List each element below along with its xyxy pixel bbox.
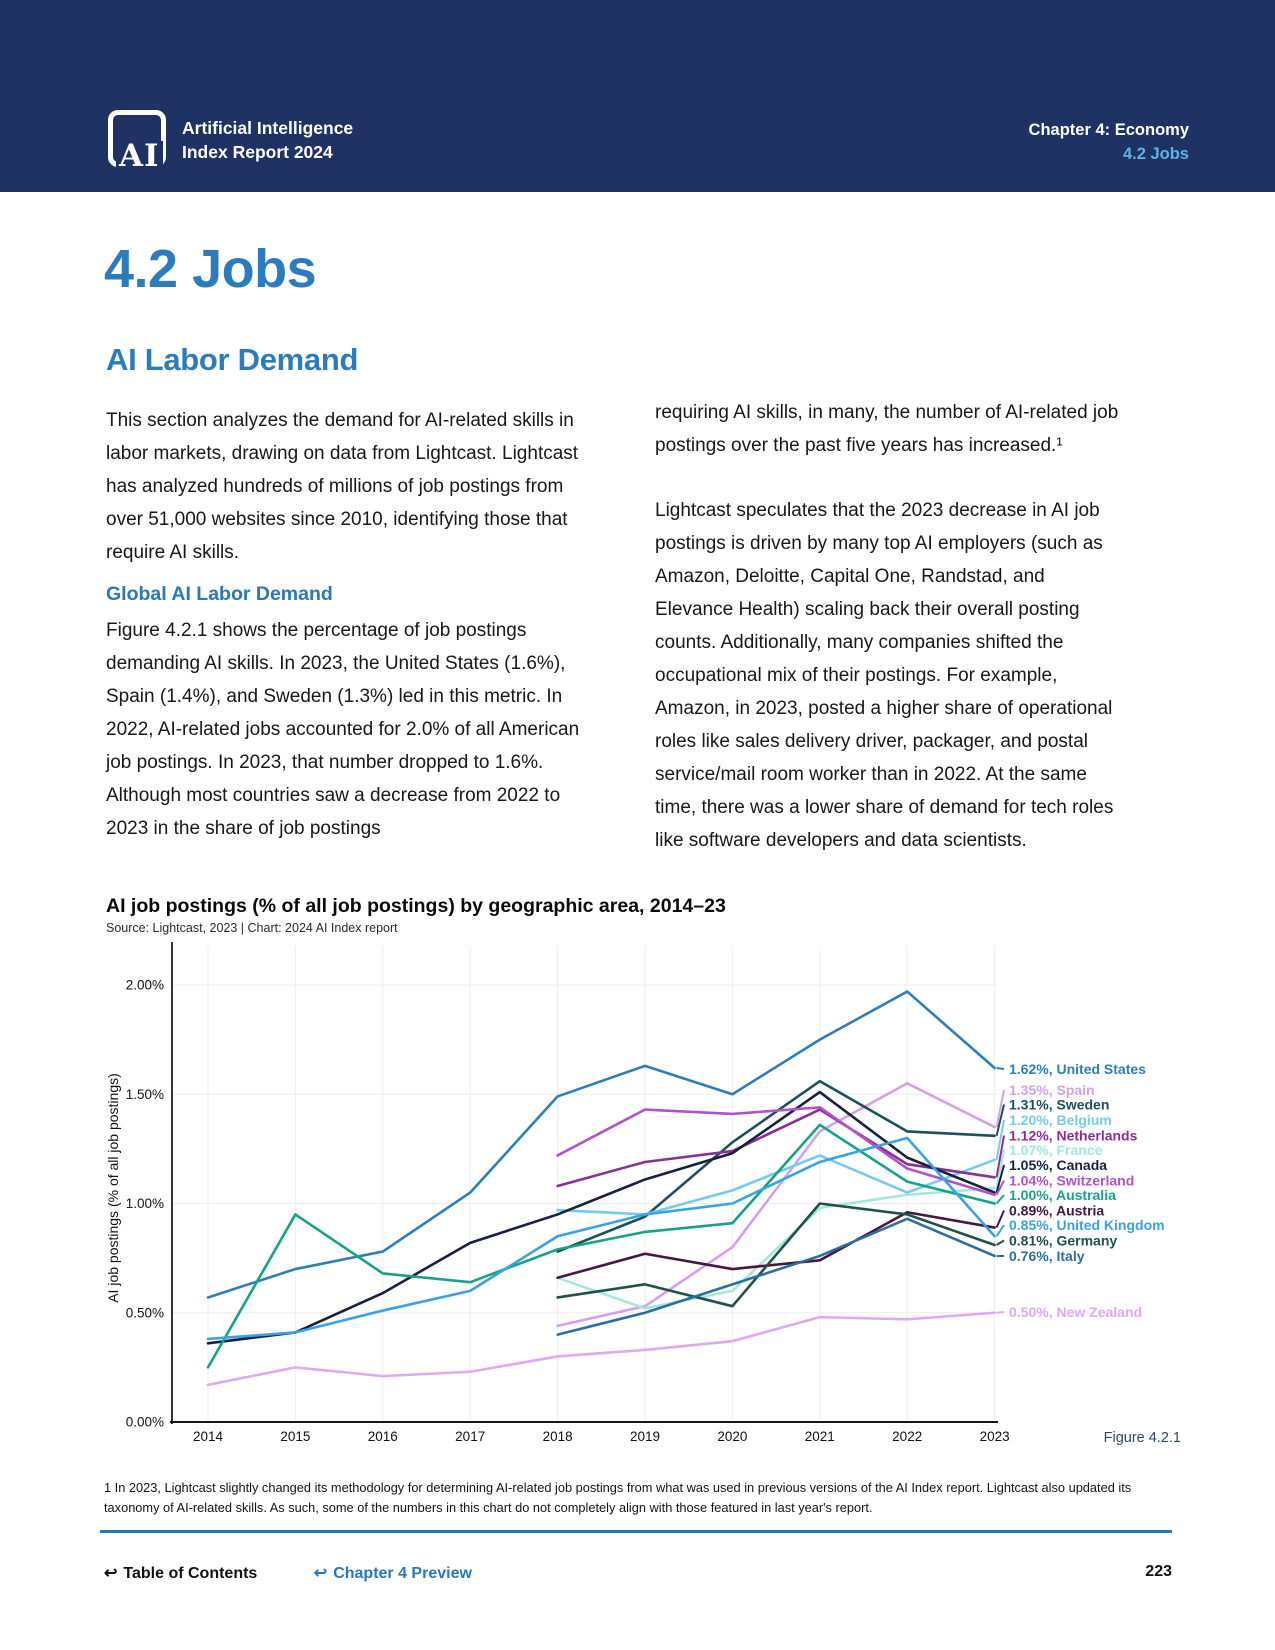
svg-text:1.00%: 1.00%: [126, 1196, 164, 1211]
svg-text:0.50%: 0.50%: [126, 1305, 164, 1320]
svg-text:2019: 2019: [630, 1429, 660, 1444]
body-paragraph: Lightcast speculates that the 2023 decre…: [655, 500, 1114, 851]
svg-text:2022: 2022: [892, 1429, 922, 1444]
section-label: 4.2 Jobs: [1122, 145, 1189, 163]
svg-text:2017: 2017: [455, 1429, 485, 1444]
svg-text:0.76%, Italy: 0.76%, Italy: [1009, 1248, 1085, 1264]
header-chapter-info: Chapter 4: Economy 4.2 Jobs: [1029, 118, 1189, 166]
svg-text:2016: 2016: [368, 1429, 398, 1444]
page-number: 223: [1145, 1563, 1172, 1580]
body-paragraph: requiring AI skills, in many, the number…: [655, 402, 1119, 456]
svg-text:2023: 2023: [980, 1429, 1010, 1444]
chapter-preview-link[interactable]: ↩ Chapter 4 Preview: [314, 1565, 472, 1582]
svg-text:1.00%, Australia: 1.00%, Australia: [1009, 1187, 1116, 1203]
svg-text:2018: 2018: [543, 1429, 573, 1444]
svg-text:2.00%: 2.00%: [126, 978, 164, 993]
svg-text:0.89%, Austria: 0.89%, Austria: [1009, 1202, 1104, 1218]
return-arrow-icon: ↩: [104, 1565, 118, 1582]
table-of-contents-link[interactable]: ↩ Table of Contents: [104, 1565, 257, 1582]
svg-text:1.35%, Spain: 1.35%, Spain: [1009, 1082, 1095, 1098]
svg-text:0.81%, Germany: 0.81%, Germany: [1009, 1232, 1117, 1248]
body-paragraph: Figure 4.2.1 shows the percentage of job…: [106, 620, 580, 839]
ai-index-logo: AI: [108, 110, 166, 172]
return-arrow-icon: ↩: [313, 1565, 328, 1582]
svg-text:2015: 2015: [280, 1429, 310, 1444]
figure-caption: Figure 4.2.1: [1103, 1430, 1181, 1446]
brand-line-1: Artificial Intelligence: [182, 118, 354, 138]
page-title: 4.2 Jobs: [104, 239, 317, 299]
svg-text:1.12%, Netherlands: 1.12%, Netherlands: [1009, 1127, 1138, 1143]
section-heading: AI Labor Demand: [106, 342, 359, 377]
ai-job-postings-line-chart: 0.00% 0.50% 1.00% 1.50% 2.00% 2014 2015 2016 201…: [105, 942, 1165, 1444]
chart-source: Source: Lightcast, 2023 | Chart: 2024 AI…: [106, 921, 398, 935]
sub-heading: Global AI Labor Demand: [106, 583, 333, 605]
svg-text:1.05%, Canada: 1.05%, Canada: [1009, 1157, 1107, 1173]
svg-text:0.50%, New Zealand: 0.50%, New Zealand: [1009, 1304, 1142, 1320]
body-paragraph: This section analyzes the demand for AI-…: [106, 410, 579, 563]
svg-text:1.50%: 1.50%: [126, 1087, 164, 1102]
left-column: AI Labor Demand This section analyzes th…: [106, 342, 580, 845]
chart-title: AI job postings (% of all job postings) …: [106, 895, 726, 917]
svg-text:1.04%, Switzerland: 1.04%, Switzerland: [1009, 1172, 1134, 1188]
ai-logo-letters: AI: [116, 141, 163, 172]
svg-text:1.07%, France: 1.07%, France: [1009, 1142, 1103, 1158]
chapter-preview-label: Chapter 4 Preview: [333, 1565, 472, 1582]
svg-text:0.00%: 0.00%: [126, 1415, 164, 1430]
header-band: AI Artificial Intelligence Index Report …: [0, 0, 1275, 192]
brand-text: Artificial Intelligence Index Report 202…: [182, 116, 353, 164]
table-of-contents-label: Table of Contents: [123, 1565, 258, 1582]
svg-text:2014: 2014: [193, 1429, 224, 1444]
brand-line-2: Index Report 2024: [182, 142, 333, 162]
footer-divider: [100, 1530, 1172, 1533]
svg-text:2021: 2021: [805, 1429, 835, 1444]
svg-text:1.20%, Belgium: 1.20%, Belgium: [1009, 1112, 1112, 1128]
right-column: requiring AI skills, in many, the number…: [655, 396, 1125, 857]
chapter-label: Chapter 4: Economy: [1028, 121, 1189, 139]
svg-text:2020: 2020: [717, 1429, 747, 1444]
svg-text:1.31%, Sweden: 1.31%, Sweden: [1009, 1096, 1109, 1112]
svg-text:AI job postings (% of all job: AI job postings (% of all job postings): [105, 1073, 121, 1303]
footer: ↩ Table of Contents ↩ Chapter 4 Preview 22…: [104, 1563, 1172, 1583]
footnote: 1 In 2023, Lightcast slightly changed it…: [104, 1480, 1132, 1515]
svg-text:1.62%, United States: 1.62%, United States: [1009, 1061, 1146, 1077]
svg-text:0.85%, United Kingdom: 0.85%, United Kingdom: [1009, 1217, 1165, 1233]
